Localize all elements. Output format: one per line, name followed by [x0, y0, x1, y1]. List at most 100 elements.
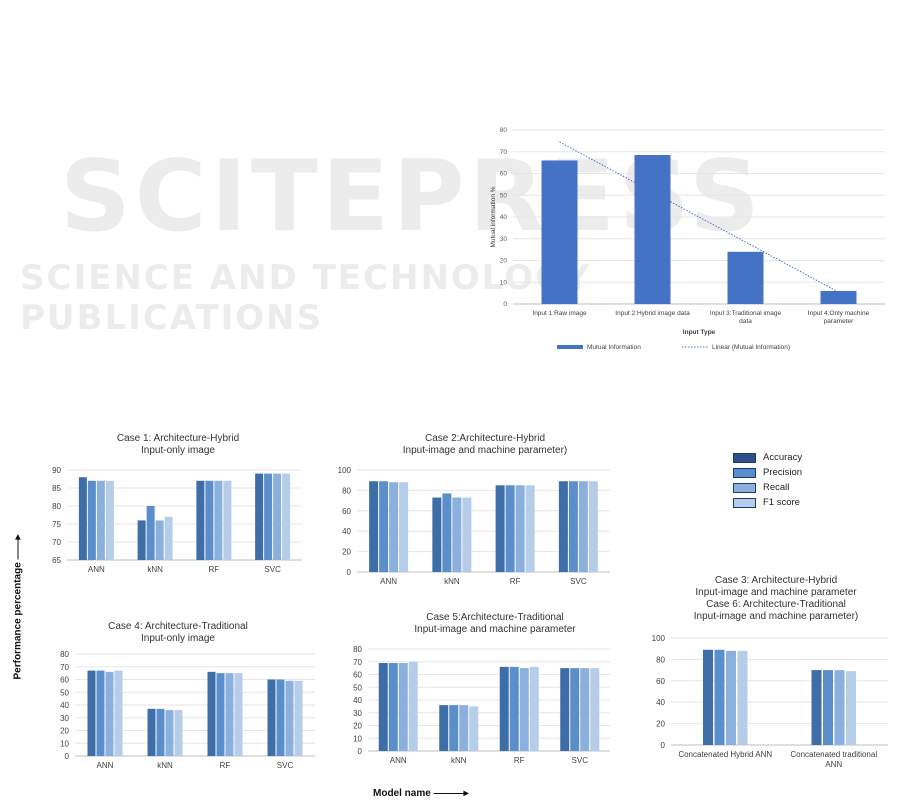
case5-bar-accuracy: [378, 663, 388, 751]
case2-bar-f1-score: [399, 482, 409, 572]
case5-ytick-label: 60: [353, 671, 362, 680]
legend-label-precision: Precision: [763, 467, 803, 478]
case36-bar-f1-score: [737, 650, 748, 745]
case2-category-label: ANN: [380, 577, 397, 586]
case1-category-label: ANN: [88, 565, 105, 574]
case1-bar-precision: [205, 480, 214, 560]
mi-ytick-label: 80: [500, 127, 508, 134]
legend-swatch-accuracy: [733, 453, 756, 463]
case4-title-line2: Input-only image: [141, 633, 215, 644]
case4-bar-recall: [225, 673, 234, 756]
mi-ytick-label: 30: [500, 236, 508, 243]
case2-ytick-label: 40: [342, 527, 351, 536]
case5-bar-f1-score: [590, 668, 600, 751]
case4-ytick-label: 50: [60, 688, 69, 697]
case1-title-line2: Input-only image: [141, 445, 215, 456]
case4-ytick-label: 20: [60, 727, 69, 736]
case1-bar-precision: [264, 473, 273, 560]
case4-bar-precision: [96, 670, 105, 756]
case4-bar-precision: [216, 673, 225, 756]
case1-bar-accuracy: [196, 480, 205, 560]
case36-bar-recall: [726, 650, 736, 745]
case36-bar-recall: [834, 670, 845, 745]
case4-bar-f1-score: [294, 680, 303, 756]
case5-ytick-label: 70: [353, 658, 362, 667]
case5-ytick-label: 30: [353, 709, 362, 718]
case36-category-label: Concatenated traditional: [790, 750, 877, 759]
mi-trendline: [559, 141, 839, 293]
case1-title-line1: Case 1: Architecture-Hybrid: [116, 433, 240, 444]
case2-category-label: RF: [510, 577, 521, 586]
mi-yaxis-title: Mutual information %: [490, 186, 497, 247]
case4-ytick-label: 70: [60, 663, 69, 672]
case1-bar-recall: [155, 520, 164, 560]
case2-ytick-label: 100: [338, 466, 352, 475]
case2-bar-f1-score: [588, 481, 598, 572]
case1-ytick-label: 75: [52, 520, 61, 529]
mi-ytick-label: 70: [500, 149, 508, 156]
case4-ytick-label: 30: [60, 714, 69, 723]
case36-bar-precision: [823, 670, 833, 745]
case2-bar-precision: [442, 493, 452, 572]
case2-bar-f1-score: [462, 497, 472, 572]
case36-category-label: ANN: [825, 760, 842, 769]
case5-ytick-label: 50: [353, 683, 362, 692]
case36-ytick-label: 0: [661, 741, 666, 750]
case2-ytick-label: 0: [347, 568, 352, 577]
case1-bar-f1-score: [105, 480, 114, 560]
case4-bar-precision: [276, 679, 285, 756]
case36-category-label: Concatenated Hybrid ANN: [678, 750, 772, 759]
case1-ytick-label: 80: [52, 502, 61, 511]
case36-title-line1: Case 3: Architecture-Hybrid: [714, 575, 838, 586]
case5-bar-precision: [570, 668, 580, 751]
case5-category-label: ANN: [390, 756, 407, 765]
case4-category-label: RF: [220, 761, 231, 770]
case36-title: Case 3: Architecture-Hybrid Input-image …: [666, 575, 886, 623]
mi-xaxis-title: Input Type: [683, 329, 716, 336]
legend-swatch-precision: [733, 468, 756, 478]
case1-title: Case 1: Architecture-Hybrid Input-only i…: [98, 433, 258, 457]
case4-ytick-label: 0: [65, 752, 70, 761]
case1-bar-recall: [273, 473, 282, 560]
case4-category-label: SVC: [277, 761, 294, 770]
case4-bar-recall: [285, 680, 294, 756]
legend-label-recall: Recall: [763, 482, 790, 493]
case4-bar-recall: [165, 710, 174, 756]
case2-ytick-label: 80: [342, 486, 351, 495]
mi-ytick-label: 60: [500, 171, 508, 178]
case4-title: Case 4: Architecture-Traditional Input-o…: [88, 621, 268, 645]
watermark-sub: SCIENCE AND TECHNOLOGY PUBLICATIONS: [20, 258, 591, 338]
case1-bar-accuracy: [78, 477, 87, 560]
case2-ytick-label: 60: [342, 507, 351, 516]
case1-ytick-label: 70: [52, 538, 61, 547]
case1-bar-accuracy: [255, 473, 264, 560]
case1-category-label: kNN: [147, 565, 163, 574]
mi-ytick-label: 10: [500, 279, 508, 286]
mi-category-label: parameter: [824, 318, 854, 325]
case5-ytick-label: 0: [358, 747, 363, 756]
mi-legend-label: Mutual Information: [587, 344, 641, 351]
mi-ytick-label: 0: [503, 301, 507, 308]
case1-bar-precision: [87, 480, 96, 560]
case4-bar-f1-score: [234, 673, 243, 756]
case1-bar-f1-score: [282, 473, 291, 560]
case5-bar-accuracy: [560, 668, 570, 751]
case5-category-label: SVC: [572, 756, 589, 765]
mi-ytick-label: 20: [500, 258, 508, 265]
case36-bar-f1-score: [846, 671, 856, 745]
case4-category-label: kNN: [157, 761, 173, 770]
x-axis-arrow-icon: ———▸: [433, 788, 469, 799]
case2-bar-recall: [578, 481, 588, 572]
case4-bar-accuracy: [267, 679, 276, 756]
case1-bar-precision: [146, 506, 155, 560]
case5-bar-accuracy: [439, 705, 449, 751]
case4-ytick-label: 10: [60, 739, 69, 748]
case4-bar-accuracy: [147, 708, 156, 756]
case36-title-line2: Input-image and machine parameter: [695, 587, 857, 598]
case5-bar-recall: [459, 705, 469, 751]
case4-ytick-label: 60: [60, 676, 69, 685]
case5-title-line1: Case 5:Architecture-Traditional: [426, 612, 564, 623]
case36-ytick-label: 100: [652, 634, 666, 643]
legend-swatch-recall: [733, 483, 756, 493]
